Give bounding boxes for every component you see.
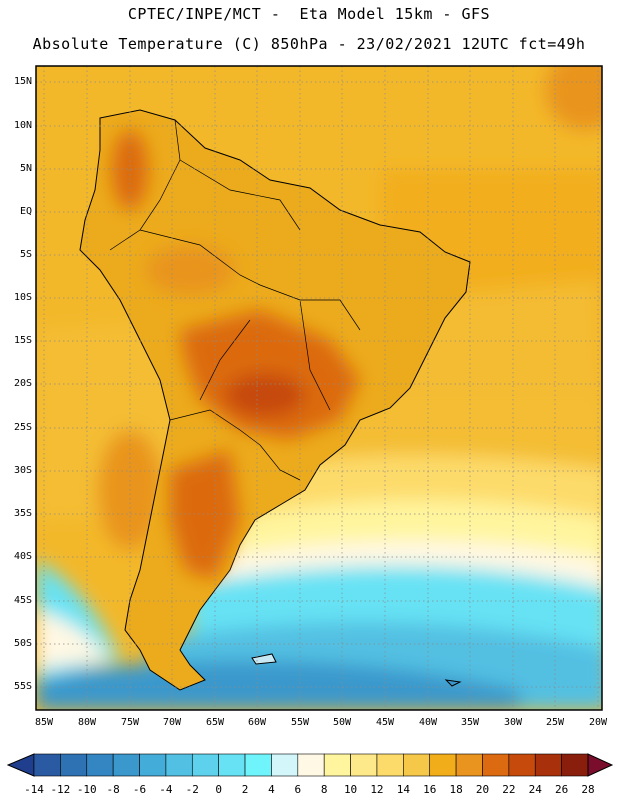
lat-label-20s: 20S [13, 378, 32, 389]
lat-label-45s: 45S [13, 595, 32, 606]
lat-label-35s: 35S [13, 508, 32, 519]
lon-label-45w: 45W [375, 717, 395, 728]
colorbar-cell [86, 753, 114, 777]
lon-label-50w: 50W [332, 717, 352, 728]
colorbar-cell [33, 753, 61, 777]
colorbar-tick-label: -12 [50, 783, 71, 796]
lat-label-10n: 10N [13, 120, 32, 131]
lon-label-40w: 40W [418, 717, 438, 728]
colorbar-arrow-high [587, 753, 614, 777]
lon-label-80w: 80W [77, 717, 97, 728]
south-georgia [444, 679, 462, 687]
colorbar-tick-label: 24 [528, 783, 542, 796]
land-argentina-warm [170, 450, 240, 580]
colorbar-cell [244, 753, 272, 777]
colorbar-cell [139, 753, 167, 777]
colorbar-tick-label: 22 [502, 783, 516, 796]
lat-label-15s: 15S [13, 335, 32, 346]
colorbar-tick-label: -10 [76, 783, 97, 796]
colorbar-tick-label: 8 [320, 783, 328, 796]
falkland-islands [251, 653, 277, 665]
lat-label-10s: 10S [13, 292, 32, 303]
lon-label-25w: 25W [545, 717, 565, 728]
colorbar-cell [297, 753, 325, 777]
lat-label-25s: 25S [13, 422, 32, 433]
lat-label-15n: 15N [13, 76, 32, 87]
colorbar-tick-label: 12 [370, 783, 384, 796]
colorbar-tick-label: 10 [343, 783, 358, 796]
colorbar-tick-label: -14 [24, 783, 44, 796]
lat-label-5s: 5S [19, 249, 32, 260]
colorbar-tick-label: 0 [215, 783, 222, 796]
land-hot-center [225, 373, 305, 417]
colorbar-tick-label: 2 [241, 783, 249, 796]
colorbar-cell [191, 753, 219, 777]
lon-label-35w: 35W [460, 717, 480, 728]
temperature-map [35, 65, 603, 711]
colorbar-tick-label: -8 [106, 783, 120, 796]
lon-label-85w: 85W [34, 717, 54, 728]
colorbar-cell [534, 753, 562, 777]
lat-label-50s: 50S [13, 638, 32, 649]
colorbar-tick-label: 16 [423, 783, 437, 796]
lon-label-70w: 70W [162, 717, 182, 728]
colorbar-cell [508, 753, 536, 777]
lat-label-30s: 30S [13, 465, 32, 476]
colorbar-cell [60, 753, 88, 777]
colorbar-tick-label: 6 [294, 783, 302, 796]
colorbar-cell [165, 753, 193, 777]
colorbar-arrow-low [6, 753, 35, 777]
colorbar-cell [218, 753, 246, 777]
colorbar-cell [350, 753, 378, 777]
lat-lon-grid [36, 66, 602, 710]
colorbar-cell [455, 753, 483, 777]
colorbar-cell [112, 753, 140, 777]
lon-label-30w: 30W [503, 717, 523, 728]
colorbar-tick-label: 18 [449, 783, 463, 796]
colorbar-cell [429, 753, 457, 777]
colorbar-cell [561, 753, 589, 777]
colorbar-cell [376, 753, 404, 777]
colorbar-tick-label: 26 [554, 783, 569, 796]
lat-label-5n: 5N [19, 163, 32, 174]
temperature-colorbar [6, 753, 614, 777]
title-line-2: Absolute Temperature (C) 850hPa - 23/02/… [32, 35, 586, 53]
lon-label-75w: 75W [120, 717, 140, 728]
colorbar-cell [403, 753, 431, 777]
lat-label-eq: EQ [19, 206, 32, 217]
colorbar-tick-label: 4 [268, 783, 275, 796]
colorbar-tick-label: 28 [581, 783, 595, 796]
colorbar-cell [271, 753, 299, 777]
colorbar-tick-label: 20 [475, 783, 490, 796]
colorbar-tick-label: -4 [159, 783, 173, 796]
map-frame [35, 65, 603, 711]
colorbar-tick-label: 14 [396, 783, 410, 796]
title-line-1: CPTEC/INPE/MCT - Eta Model 15km - GFS [127, 5, 491, 23]
field-pacific-light [36, 610, 110, 670]
land-amazon-warm [145, 245, 235, 295]
colorbar-cell [323, 753, 351, 777]
lat-label-55s: 55S [13, 681, 32, 692]
lon-label-60w: 60W [247, 717, 267, 728]
colorbar-tick-label: -2 [185, 783, 199, 796]
lon-label-55w: 55W [290, 717, 310, 728]
colorbar-tick-label: -6 [132, 783, 147, 796]
lon-label-65w: 65W [205, 717, 225, 728]
lon-label-20w: 20W [588, 717, 608, 728]
lat-label-40s: 40S [13, 551, 32, 562]
country-borders [109, 119, 361, 481]
colorbar-cell [482, 753, 510, 777]
